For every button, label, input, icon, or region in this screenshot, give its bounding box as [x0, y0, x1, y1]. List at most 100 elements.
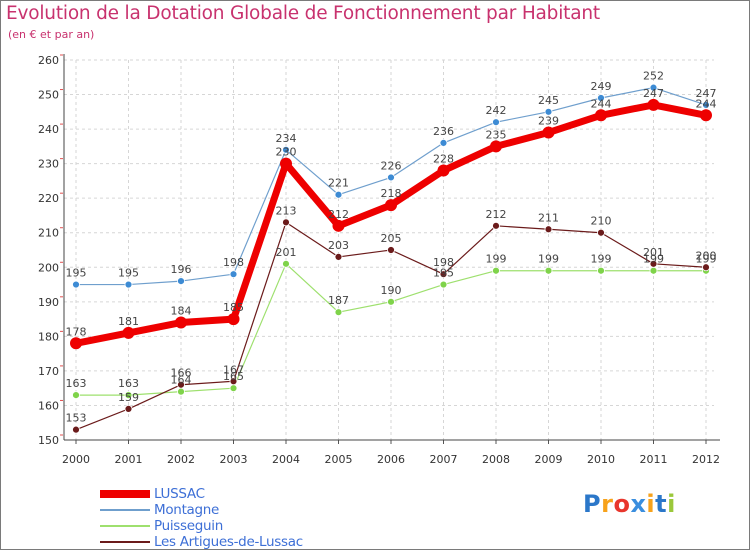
data-label: 195	[433, 267, 454, 280]
data-label: 198	[433, 256, 454, 269]
data-point	[227, 313, 240, 326]
data-label: 230	[276, 146, 297, 159]
proxiti-logo: Proxiti	[583, 490, 676, 518]
legend-swatch	[100, 509, 150, 511]
data-point	[544, 225, 553, 234]
data-label: 252	[643, 70, 664, 83]
data-label: 228	[433, 153, 454, 166]
x-tick-label: 2009	[535, 453, 563, 466]
data-label: 213	[276, 204, 297, 217]
data-label: 239	[538, 115, 559, 128]
x-tick-label: 2011	[640, 453, 668, 466]
data-label: 212	[328, 208, 349, 221]
data-label: 205	[381, 232, 402, 245]
data-label: 166	[171, 367, 192, 380]
x-tick-label: 2004	[272, 453, 300, 466]
x-tick-label: 2002	[167, 453, 195, 466]
data-label: 190	[381, 284, 402, 297]
legend-item: LUSSAC	[100, 486, 400, 502]
data-point	[124, 405, 133, 413]
y-tick-label: 170	[38, 365, 59, 378]
data-point	[437, 164, 450, 177]
data-label: 199	[643, 253, 664, 266]
data-point	[334, 190, 343, 199]
data-point	[439, 139, 448, 147]
data-point	[177, 387, 185, 396]
data-label: 184	[171, 305, 192, 318]
data-point	[282, 145, 290, 154]
data-point	[595, 109, 607, 122]
data-label: 221	[328, 177, 349, 190]
legend-label: Puisseguin	[154, 518, 224, 534]
data-label: 200	[696, 249, 717, 262]
data-label: 234	[276, 132, 297, 145]
data-point	[492, 266, 500, 275]
logo-letter: t	[655, 490, 668, 518]
data-label: 247	[696, 87, 717, 100]
data-label: 235	[486, 128, 507, 141]
data-label: 159	[118, 391, 139, 404]
data-label: 212	[486, 208, 507, 221]
y-tick-label: 250	[38, 89, 59, 102]
data-point	[439, 270, 448, 279]
data-point	[387, 246, 395, 254]
data-point	[492, 118, 500, 127]
chart-title: Evolution de la Dotation Globale de Fonc…	[6, 3, 600, 24]
y-tick-label: 210	[38, 227, 59, 240]
x-tick-label: 2012	[692, 453, 720, 466]
y-tick-label: 180	[38, 330, 59, 343]
data-label: 181	[118, 315, 139, 328]
data-point	[175, 316, 187, 329]
data-point	[72, 391, 80, 399]
data-label: 167	[223, 363, 244, 376]
data-label: 163	[118, 377, 139, 390]
data-point	[387, 297, 395, 306]
logo-letter: P	[583, 490, 602, 518]
data-point	[700, 109, 712, 122]
data-point	[229, 377, 238, 386]
x-tick-label: 2005	[325, 453, 353, 466]
data-point	[544, 107, 553, 116]
data-label: 199	[696, 253, 717, 266]
data-label: 196	[171, 263, 192, 276]
x-tick-label: 2000	[62, 453, 90, 466]
data-label: 199	[486, 253, 507, 266]
data-label: 178	[66, 325, 87, 338]
x-tick-label: 2010	[587, 453, 615, 466]
data-point	[229, 384, 238, 393]
data-point	[649, 266, 658, 275]
data-label: 244	[591, 97, 612, 110]
data-label: 203	[328, 239, 349, 252]
y-tick-label: 220	[38, 192, 59, 205]
data-label: 242	[486, 104, 507, 117]
data-point	[70, 337, 82, 350]
x-tick-label: 2001	[115, 453, 143, 466]
y-tick-label: 200	[38, 261, 59, 274]
x-tick-label: 2007	[430, 453, 458, 466]
data-point	[177, 277, 185, 285]
y-tick-label: 230	[38, 158, 59, 171]
data-label: 198	[223, 256, 244, 269]
data-label: 236	[433, 125, 454, 138]
data-label: 199	[538, 253, 559, 266]
logo-letter: x	[630, 490, 647, 518]
data-point	[72, 425, 80, 434]
x-tick-label: 2006	[377, 453, 405, 466]
data-label: 201	[276, 246, 297, 259]
data-point	[72, 280, 80, 289]
data-point	[649, 259, 658, 268]
data-point	[177, 380, 185, 389]
data-point	[597, 94, 605, 102]
y-tick-label: 150	[38, 434, 59, 447]
legend-item: Les Artigues-de-Lussac	[100, 534, 400, 550]
y-tick-label: 190	[38, 296, 59, 309]
x-tick-label: 2008	[482, 453, 510, 466]
data-point	[332, 219, 345, 232]
data-label: 185	[223, 301, 244, 314]
data-point	[122, 326, 135, 339]
data-point	[649, 83, 658, 92]
data-label: 211	[538, 211, 559, 224]
x-tick-label: 2003	[220, 453, 248, 466]
legend-item: Puisseguin	[100, 518, 400, 534]
